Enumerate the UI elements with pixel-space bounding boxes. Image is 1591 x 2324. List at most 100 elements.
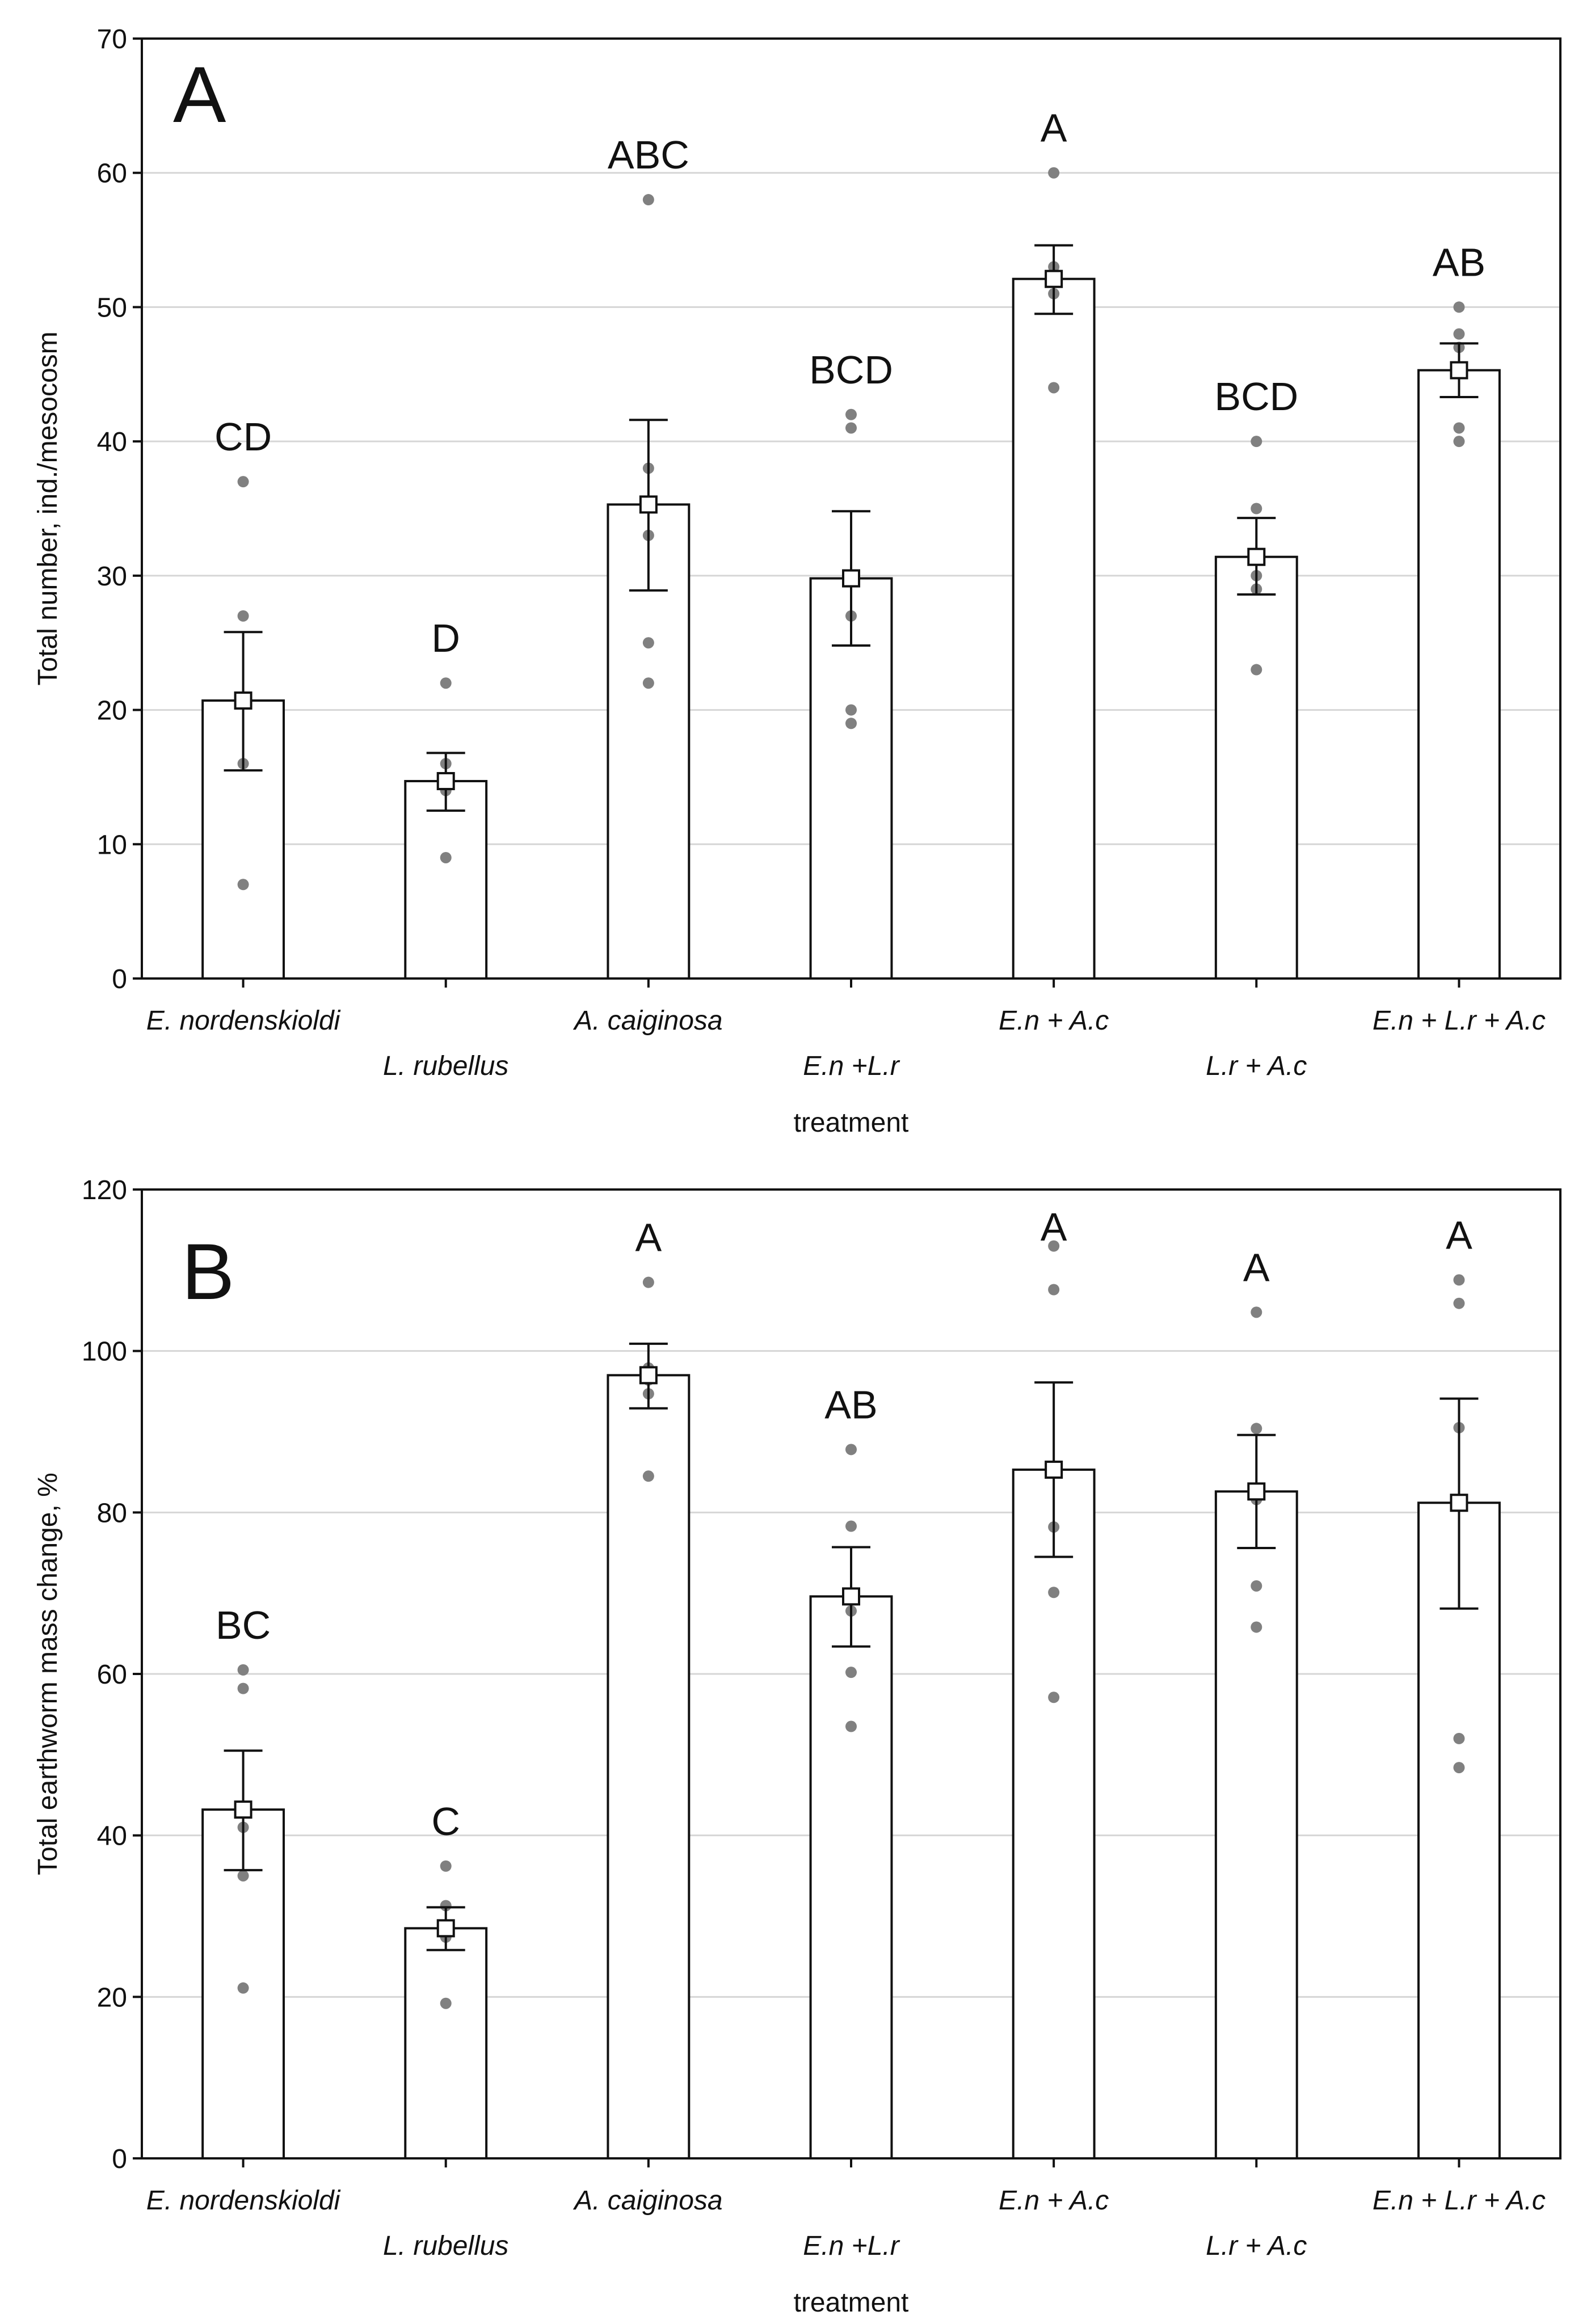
significance-letter: BCD — [809, 348, 893, 392]
data-point — [1453, 328, 1465, 340]
data-point — [845, 408, 857, 420]
mean-marker — [1045, 1460, 1063, 1479]
significance-letter: D — [431, 616, 460, 660]
data-point — [845, 1444, 857, 1456]
data-point — [1453, 422, 1465, 434]
data-point — [237, 1982, 249, 1994]
x-tick-label: L. rubellus — [383, 2231, 508, 2261]
bar — [404, 780, 488, 980]
bar — [1417, 369, 1501, 980]
x-axis-title: treatment — [794, 2288, 909, 2318]
data-point — [1251, 503, 1262, 514]
x-axis-title: treatment — [794, 1108, 909, 1138]
data-point — [642, 1470, 654, 1482]
x-tick-label: E. nordenskioldi — [146, 1006, 341, 1036]
y-tick-label: 60 — [97, 1660, 127, 1690]
bar — [607, 1374, 691, 2159]
y-tick-label: 50 — [97, 293, 127, 323]
data-point — [1251, 1621, 1262, 1633]
y-tick-label: 60 — [97, 159, 127, 189]
data-point — [845, 422, 857, 434]
y-tick-label: 20 — [97, 1983, 127, 2013]
y-axis-title: Total number, ind./mesocosm — [33, 331, 63, 685]
data-point — [642, 677, 654, 689]
y-tick-label: 120 — [82, 1175, 127, 1205]
significance-letter: BCD — [1214, 374, 1298, 419]
data-point — [642, 637, 654, 649]
panel-label: B — [182, 1227, 234, 1316]
mean-marker — [1247, 547, 1266, 566]
data-point — [1251, 436, 1262, 448]
mean-marker — [639, 495, 658, 514]
data-point — [1453, 436, 1465, 448]
data-point — [237, 879, 249, 891]
bar — [404, 1927, 488, 2160]
x-tick-label: A. caiginosa — [573, 1006, 723, 1036]
data-point — [1048, 167, 1060, 179]
data-point — [1251, 1423, 1262, 1435]
data-point — [1251, 1580, 1262, 1592]
x-tick-label: E.n + A.c — [999, 1006, 1109, 1036]
x-tick-label: L.r + A.c — [1206, 2231, 1307, 2261]
significance-letter: C — [431, 1799, 460, 1844]
data-point — [1048, 1240, 1060, 1252]
data-point — [1453, 1297, 1465, 1309]
mean-marker — [639, 1366, 658, 1385]
y-tick-label: 70 — [97, 24, 127, 54]
bar — [1012, 1468, 1096, 2160]
bar — [1214, 555, 1298, 980]
data-point — [1048, 1692, 1060, 1703]
significance-letter: ABC — [608, 133, 689, 177]
mean-marker — [234, 1800, 252, 1819]
bar — [809, 1595, 893, 2160]
x-tick-label: L. rubellus — [383, 1051, 508, 1081]
x-tick-label: E.n + A.c — [999, 2186, 1109, 2216]
data-point — [845, 704, 857, 716]
mean-marker — [234, 691, 252, 710]
data-point — [237, 1664, 249, 1676]
significance-letter: A — [1243, 1245, 1270, 1289]
data-point — [1048, 1284, 1060, 1296]
data-point — [1048, 382, 1060, 394]
significance-letter: BC — [216, 1603, 271, 1647]
y-tick-label: 40 — [97, 1821, 127, 1851]
panel-b: BC C A AB A A A 0 20 40 60 80 100 120 E. nordenskioldi… — [33, 1175, 1561, 2318]
data-point — [440, 677, 452, 689]
data-point — [1453, 1274, 1465, 1286]
data-point — [845, 1520, 857, 1532]
bar — [1214, 1490, 1298, 2159]
bar — [1012, 277, 1096, 980]
data-point — [237, 476, 249, 488]
data-point — [845, 1667, 857, 1678]
x-tick-label: E.n + L.r + A.c — [1373, 1006, 1546, 1036]
panel-label: A — [173, 50, 226, 139]
mean-marker — [1045, 269, 1063, 288]
data-point — [845, 718, 857, 729]
y-tick-label: 100 — [82, 1337, 127, 1367]
mean-marker — [436, 1919, 455, 1938]
x-tick-label: E. nordenskioldi — [146, 2186, 341, 2216]
significance-letter: A — [1446, 1213, 1472, 1257]
data-point — [237, 1682, 249, 1694]
data-point — [440, 851, 452, 863]
x-tick-label: E.n +L.r — [803, 2231, 900, 2261]
data-point — [1453, 301, 1465, 313]
data-point — [1453, 1762, 1465, 1774]
significance-letter: A — [1041, 106, 1067, 150]
x-tick-label: E.n +L.r — [803, 1051, 900, 1081]
data-point — [440, 1997, 452, 2009]
mean-marker — [1450, 1494, 1468, 1512]
y-tick-label: 0 — [112, 964, 127, 994]
data-point — [440, 1860, 452, 1872]
data-point — [642, 1276, 654, 1288]
y-tick-label: 80 — [97, 1498, 127, 1528]
data-point — [1251, 1306, 1262, 1318]
y-tick-label: 30 — [97, 562, 127, 592]
y-tick-label: 20 — [97, 696, 127, 726]
mean-marker — [842, 1587, 860, 1606]
data-point — [1048, 1587, 1060, 1598]
x-tick-label: L.r + A.c — [1206, 1051, 1307, 1081]
mean-marker — [1247, 1482, 1266, 1501]
y-tick-label: 40 — [97, 427, 127, 457]
x-tick-label: A. caiginosa — [573, 2186, 723, 2216]
